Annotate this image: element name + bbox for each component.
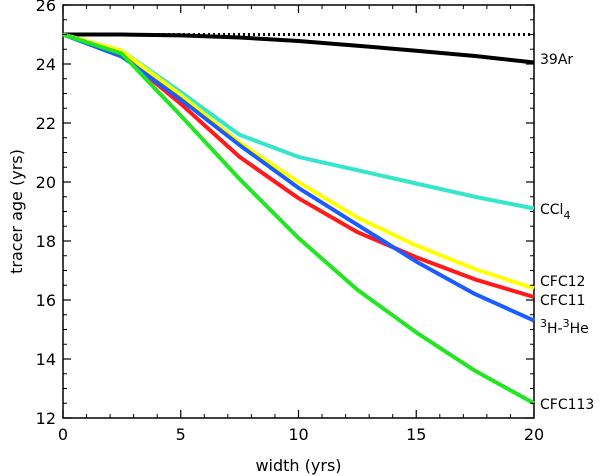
x-tick-label: 20	[524, 425, 544, 444]
y-tick-label: 16	[36, 291, 56, 310]
x-axis-title: width (yrs)	[255, 456, 341, 475]
y-tick-label: 24	[36, 55, 56, 74]
y-tick-label: 14	[36, 350, 56, 369]
y-axis: 12 14 16 18 20 22 24 26	[36, 0, 534, 428]
series-line-cfc12	[62, 32, 535, 291]
y-tick-label: 18	[36, 232, 56, 251]
series-line-cfc113	[62, 32, 535, 406]
series-label: 3H-3He	[540, 317, 589, 337]
x-tick-label: 10	[288, 425, 308, 444]
series-label: CCl4	[540, 202, 570, 222]
series-label: CFC12	[540, 274, 585, 290]
x-tick-label: 15	[406, 425, 426, 444]
y-tick-label: 26	[36, 0, 56, 15]
series-label: CFC113	[540, 397, 594, 413]
x-axis: 0 5 10 15 20	[58, 5, 544, 444]
series-line-3h-3he	[62, 32, 535, 323]
series-label: 39Ar	[540, 52, 573, 68]
y-tick-label: 12	[36, 409, 56, 428]
y-axis-title: tracer age (yrs)	[7, 149, 26, 274]
x-tick-label: 5	[176, 425, 186, 444]
series-line-39ar	[63, 32, 535, 65]
series-layer	[62, 32, 535, 406]
y-tick-label: 20	[36, 173, 56, 192]
series-labels: 39Ar CCl4 CFC12 CFC11 3H-3He CFC113	[540, 52, 594, 413]
y-tick-label: 22	[36, 114, 56, 133]
series-label: CFC11	[540, 293, 585, 309]
x-tick-label: 0	[58, 425, 68, 444]
series-line-cfc11	[62, 32, 535, 299]
